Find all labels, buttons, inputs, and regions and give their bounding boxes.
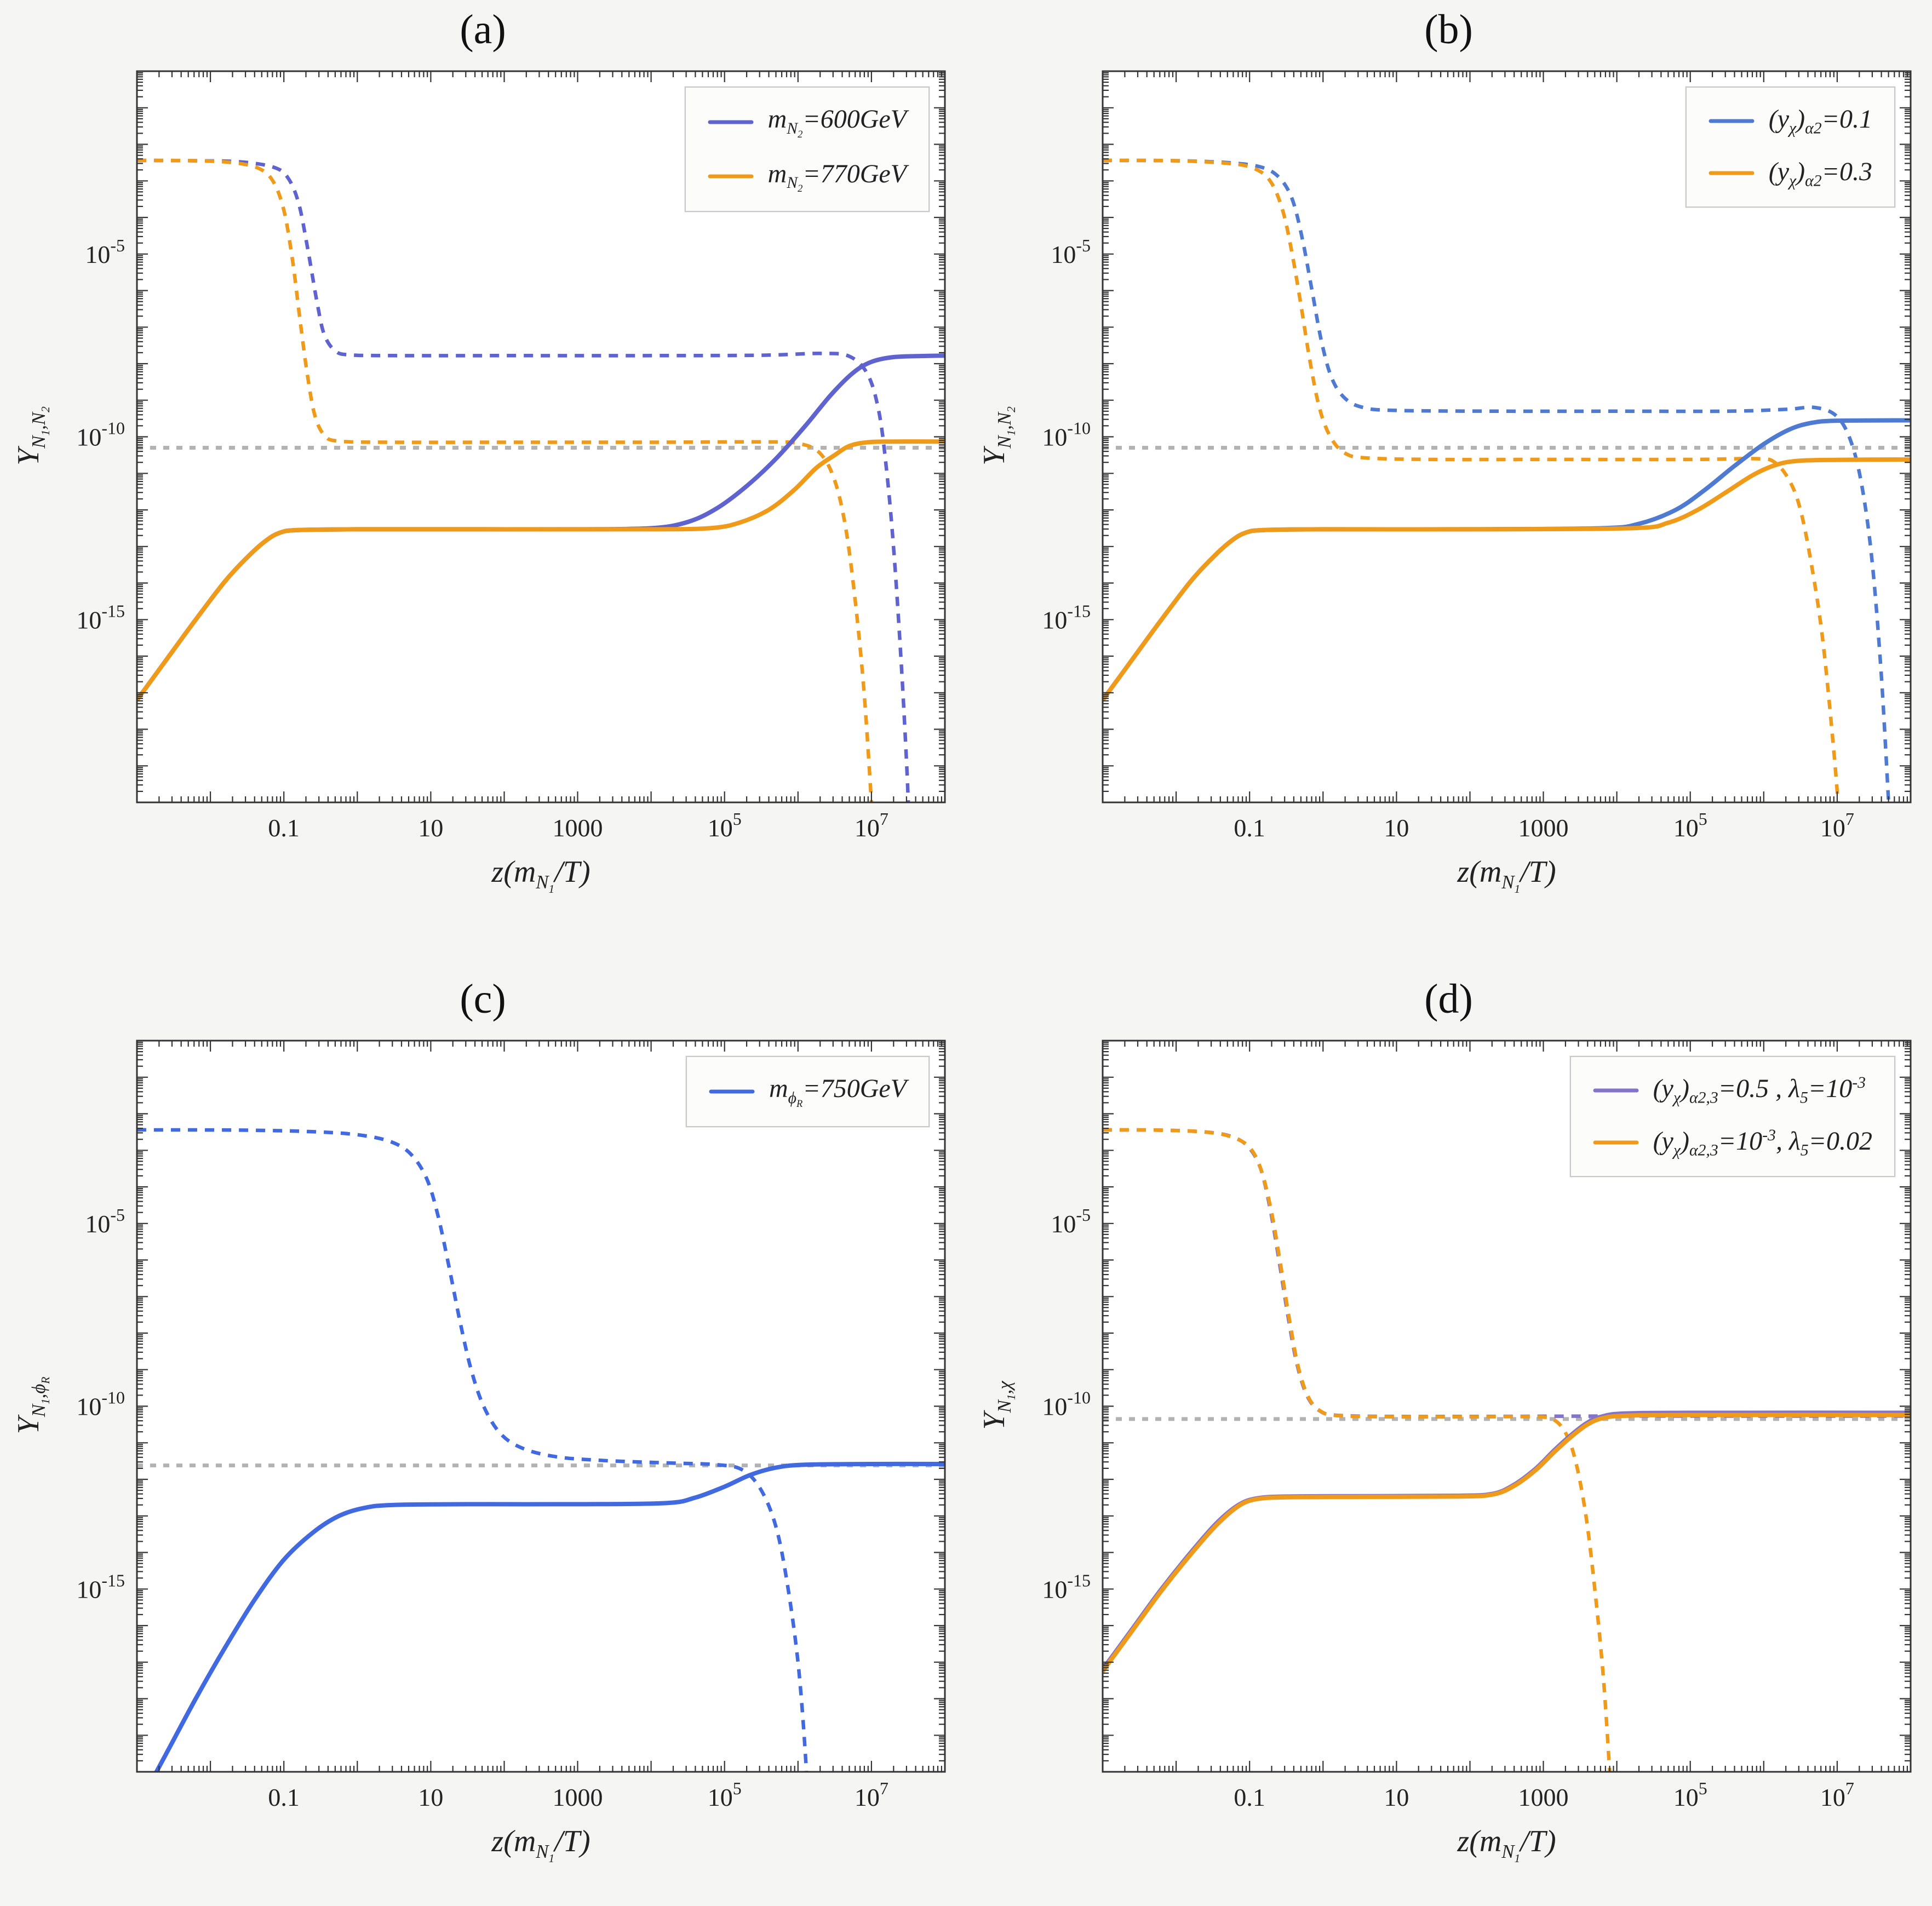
legend-item: (yχ)α2,3=0.5 , λ5=10-3 <box>1593 1073 1872 1107</box>
tick-label: 0.1 <box>1234 1783 1265 1811</box>
panel-c-legend: mϕR=750GeV <box>685 1056 930 1127</box>
legend-label: (yχ)α2,3=0.5 , λ5=10-3 <box>1653 1073 1866 1107</box>
panel-d-title: (d) <box>1424 976 1473 1022</box>
tick-label: 1000 <box>1518 1783 1569 1811</box>
tick-label: 10 <box>1384 1783 1409 1811</box>
panel-a-x-axis-label: z(mN1/T) <box>491 855 591 896</box>
tick-label: 107 <box>855 809 888 842</box>
series-phiR-750GeV-dashed <box>137 1128 809 1772</box>
legend-label: (yχ)α2=0.3 <box>1768 157 1872 190</box>
tick-label: 1000 <box>1518 814 1569 842</box>
legend-label: mϕR=750GeV <box>769 1074 907 1109</box>
panel-b-y-axis-label: YN1,N2 <box>977 406 1018 466</box>
tick-label: 107 <box>1820 1778 1854 1811</box>
legend-item: (yχ)α2,3=10-3, λ5=0.02 <box>1593 1126 1872 1160</box>
panel-b: (b) 0.1 10 1000 105 107 10-5 10-10 10-15 YN1,N2… <box>966 4 1931 935</box>
panel-c: (c) 0.1 10 1000 105 107 10-5 10-10 10-15 YN1,ϕR… <box>0 974 966 1905</box>
series-phiR-750GeV-solid <box>154 1461 945 1772</box>
panel-a-y-axis-label: YN1,N2 <box>11 406 53 466</box>
tick-label: 107 <box>855 1778 888 1811</box>
series-ychi-0.1-dashed <box>1103 158 1891 802</box>
tick-label: 10 <box>1384 814 1409 842</box>
panel-c-title: (c) <box>460 976 506 1022</box>
legend-item: mN2=770GeV <box>708 159 907 195</box>
tick-label: 10-15 <box>1042 1570 1091 1603</box>
tick-label: 10-5 <box>85 1205 125 1238</box>
panel-b-title: (b) <box>1424 7 1473 53</box>
legend-label: mN2=600GeV <box>767 105 907 140</box>
legend-item: mN2=600GeV <box>708 104 907 140</box>
series-N2-600GeV-dashed <box>137 158 910 802</box>
tick-label: 105 <box>708 809 742 842</box>
legend-item: (yχ)α2=0.3 <box>1709 157 1872 191</box>
panel-d: (d) 0.1 10 1000 105 107 10-5 10-10 10-15 YN1,χ … <box>966 974 1931 1905</box>
tick-label: 105 <box>708 1778 742 1811</box>
tick-label: 10-10 <box>1042 1388 1091 1421</box>
panel-a: (a) 0.1 10 1000 105 107 10-5 10-10 10-15 YN1,N2… <box>0 4 966 935</box>
tick-label: 10-10 <box>76 1388 125 1421</box>
series-ychi-0.3-dashed <box>1103 158 1840 802</box>
tick-label: 10 <box>418 1783 443 1811</box>
series-ychi-1e-3-lam5-0.02-solid <box>1103 1413 1911 1673</box>
legend-line-swatch <box>1709 171 1755 175</box>
panel-a-title: (a) <box>460 7 506 53</box>
plot-area <box>137 1041 945 1772</box>
legend-line-swatch <box>708 120 754 124</box>
legend-item: mϕR=750GeV <box>709 1073 907 1110</box>
tick-label: 10 <box>418 814 443 842</box>
tick-label: 105 <box>1673 1778 1707 1811</box>
legend-line-swatch <box>709 1089 755 1094</box>
panel-a-legend: mN2=600GeV mN2=770GeV <box>684 87 930 213</box>
panel-d-x-axis-label: z(mN1/T) <box>1457 1824 1556 1865</box>
panel-d-y-axis-label: YN1,χ <box>977 1381 1018 1430</box>
panel-c-y-axis-label: YN1,ϕR <box>11 1376 53 1434</box>
tick-label: 10-15 <box>76 601 125 634</box>
legend-label: mN2=770GeV <box>767 159 907 194</box>
legend-line-swatch <box>1593 1140 1639 1145</box>
tick-label: 1000 <box>553 1783 603 1811</box>
series-N1-770GeV-solid <box>137 439 945 702</box>
legend-label: (yχ)α2,3=10-3, λ5=0.02 <box>1653 1126 1872 1159</box>
tick-label: 10-5 <box>1051 1205 1091 1238</box>
tick-label: 0.1 <box>268 1783 300 1811</box>
tick-label: 10-5 <box>1051 236 1091 268</box>
tick-label: 10-15 <box>1042 601 1091 634</box>
legend-line-swatch <box>708 174 754 179</box>
panel-c-plot-canvas: 0.1 10 1000 105 107 10-5 10-10 10-15 <box>76 1040 946 1811</box>
tick-label: 105 <box>1673 809 1707 842</box>
tick-label: 10-5 <box>85 236 125 268</box>
panel-b-legend: (yχ)α2=0.1 (yχ)α2=0.3 <box>1685 87 1895 208</box>
tick-label: 0.1 <box>1234 814 1265 842</box>
tick-label: 10-10 <box>76 418 125 451</box>
series-ychi-0.3-solid <box>1103 457 1911 702</box>
panel-b-x-axis-label: z(mN1/T) <box>1457 855 1556 896</box>
panel-d-legend: (yχ)α2,3=0.5 , λ5=10-3 (yχ)α2,3=10-3, λ5… <box>1569 1056 1895 1178</box>
panel-c-x-axis-label: z(mN1/T) <box>491 1824 591 1865</box>
legend-line-swatch <box>1593 1088 1639 1093</box>
tick-label: 10-10 <box>1042 418 1091 451</box>
tick-label: 1000 <box>553 814 603 842</box>
legend-label: (yχ)α2=0.1 <box>1768 105 1872 137</box>
tick-label: 0.1 <box>268 814 300 842</box>
tick-label: 10-15 <box>76 1570 125 1603</box>
tick-label: 107 <box>1820 809 1854 842</box>
legend-item: (yχ)α2=0.1 <box>1709 104 1872 138</box>
legend-line-swatch <box>1709 119 1755 123</box>
